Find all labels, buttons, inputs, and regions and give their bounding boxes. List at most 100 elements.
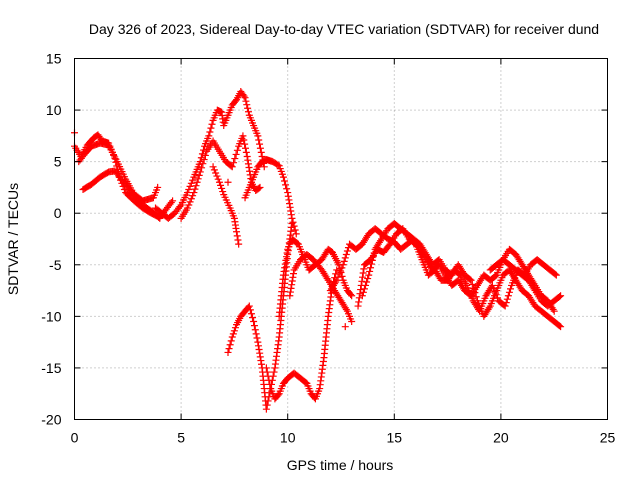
- data-point-marker: [212, 169, 220, 177]
- data-point-marker: [229, 330, 237, 338]
- data-point-marker: [280, 267, 288, 275]
- data-point-marker: [176, 203, 184, 211]
- data-point-marker: [256, 140, 264, 148]
- grid-lines: [74, 58, 608, 420]
- trace-2: [75, 139, 164, 222]
- data-point-marker: [215, 178, 223, 186]
- data-point-marker: [245, 302, 253, 310]
- data-point-marker: [557, 323, 565, 331]
- data-point-marker: [281, 260, 289, 268]
- data-point-marker: [333, 276, 341, 284]
- data-point-marker: [194, 175, 202, 183]
- data-point-marker: [340, 257, 348, 265]
- data-point-marker: [235, 240, 243, 248]
- data-point-marker: [246, 306, 254, 314]
- data-point-marker: [287, 211, 295, 219]
- data-point-marker: [286, 288, 294, 296]
- data-point-marker: [503, 295, 511, 303]
- data-point-marker: [283, 249, 291, 257]
- data-point-marker: [254, 338, 262, 346]
- data-point-marker: [244, 160, 252, 168]
- data-point-marker: [255, 184, 263, 192]
- y-tick-label: -15: [41, 360, 61, 376]
- data-point-marker: [505, 288, 513, 296]
- data-point-marker: [228, 333, 236, 341]
- data-point-marker: [355, 294, 363, 302]
- data-point-marker: [192, 182, 200, 190]
- data-point-marker: [288, 277, 296, 285]
- data-point-marker: [233, 146, 241, 154]
- data-point-marker: [356, 290, 364, 298]
- y-tick-label: 10: [46, 102, 62, 118]
- data-point-marker: [231, 324, 239, 332]
- data-point-marker: [187, 179, 195, 187]
- data-point-marker: [289, 218, 297, 226]
- data-point-marker: [234, 236, 242, 244]
- trace-9: [262, 266, 341, 403]
- data-point-marker: [358, 277, 366, 285]
- x-tick-label: 20: [493, 430, 509, 446]
- data-point-marker: [360, 285, 368, 293]
- data-point-marker: [258, 360, 266, 368]
- data-point-marker: [342, 250, 350, 258]
- data-point-marker: [224, 178, 232, 186]
- data-point-marker: [265, 376, 273, 384]
- data-point-marker: [506, 285, 514, 293]
- data-point-marker: [231, 155, 239, 163]
- y-tick-label: 5: [54, 154, 62, 170]
- data-point-marker: [556, 293, 564, 301]
- data-point-marker: [167, 198, 175, 206]
- data-point-marker: [323, 275, 331, 283]
- data-point-marker: [189, 192, 197, 200]
- data-point-marker: [198, 150, 206, 158]
- data-point-marker: [341, 254, 349, 262]
- data-point-marker: [334, 273, 342, 281]
- chart-title: Day 326 of 2023, Sidereal Day-to-day VTE…: [89, 21, 599, 37]
- data-point-marker: [341, 323, 349, 331]
- data-point-marker: [364, 275, 372, 283]
- data-point-marker: [282, 256, 290, 264]
- data-point-marker: [549, 305, 557, 313]
- data-point-marker: [190, 189, 198, 197]
- data-point-marker: [286, 203, 294, 211]
- data-point-marker: [242, 148, 250, 156]
- data-point-marker: [207, 124, 215, 132]
- y-tick-labels: 15 10 5 0 -5 -10 -15 -20: [41, 51, 61, 428]
- data-point-marker: [241, 94, 249, 102]
- data-point-marker: [274, 391, 282, 399]
- data-point-marker: [228, 163, 236, 171]
- data-point-marker: [187, 195, 195, 203]
- data-point-marker: [339, 261, 347, 269]
- data-point-marker: [333, 266, 341, 274]
- data-point-marker: [250, 322, 258, 330]
- data-point-marker: [193, 178, 201, 186]
- y-axis-title: SDTVAR / TECUs: [5, 183, 21, 295]
- data-point-marker: [156, 214, 164, 222]
- data-point-marker: [274, 161, 282, 169]
- data-point-marker: [227, 337, 235, 345]
- data-point-marker: [255, 136, 263, 144]
- data-point-marker: [551, 270, 559, 278]
- data-point-marker: [281, 264, 289, 272]
- data-point-marker: [254, 342, 262, 350]
- data-point-marker: [365, 271, 373, 279]
- y-tick-label: -20: [41, 412, 61, 428]
- data-point-marker: [256, 183, 264, 191]
- data-point-marker: [185, 201, 193, 209]
- data-point-marker: [240, 136, 248, 144]
- data-point-marker: [257, 357, 265, 365]
- y-tick-label: -10: [41, 308, 61, 324]
- data-point-marker: [244, 108, 252, 116]
- data-point-marker: [244, 104, 252, 112]
- data-point-marker: [206, 128, 214, 136]
- data-point-marker: [214, 175, 222, 183]
- data-point-marker: [252, 330, 260, 338]
- data-point-marker: [357, 281, 365, 289]
- data-point-marker: [288, 220, 296, 228]
- data-point-marker: [289, 273, 297, 281]
- trace-12: [326, 225, 565, 331]
- data-point-marker: [491, 288, 499, 296]
- data-point-marker: [530, 285, 538, 293]
- data-point-marker: [217, 181, 225, 189]
- data-point-marker: [233, 232, 241, 240]
